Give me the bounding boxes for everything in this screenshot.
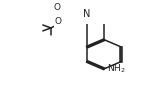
Text: O: O — [54, 17, 61, 27]
Text: O: O — [53, 3, 60, 12]
Text: N: N — [83, 9, 91, 20]
Text: NH$_2$: NH$_2$ — [107, 63, 126, 75]
